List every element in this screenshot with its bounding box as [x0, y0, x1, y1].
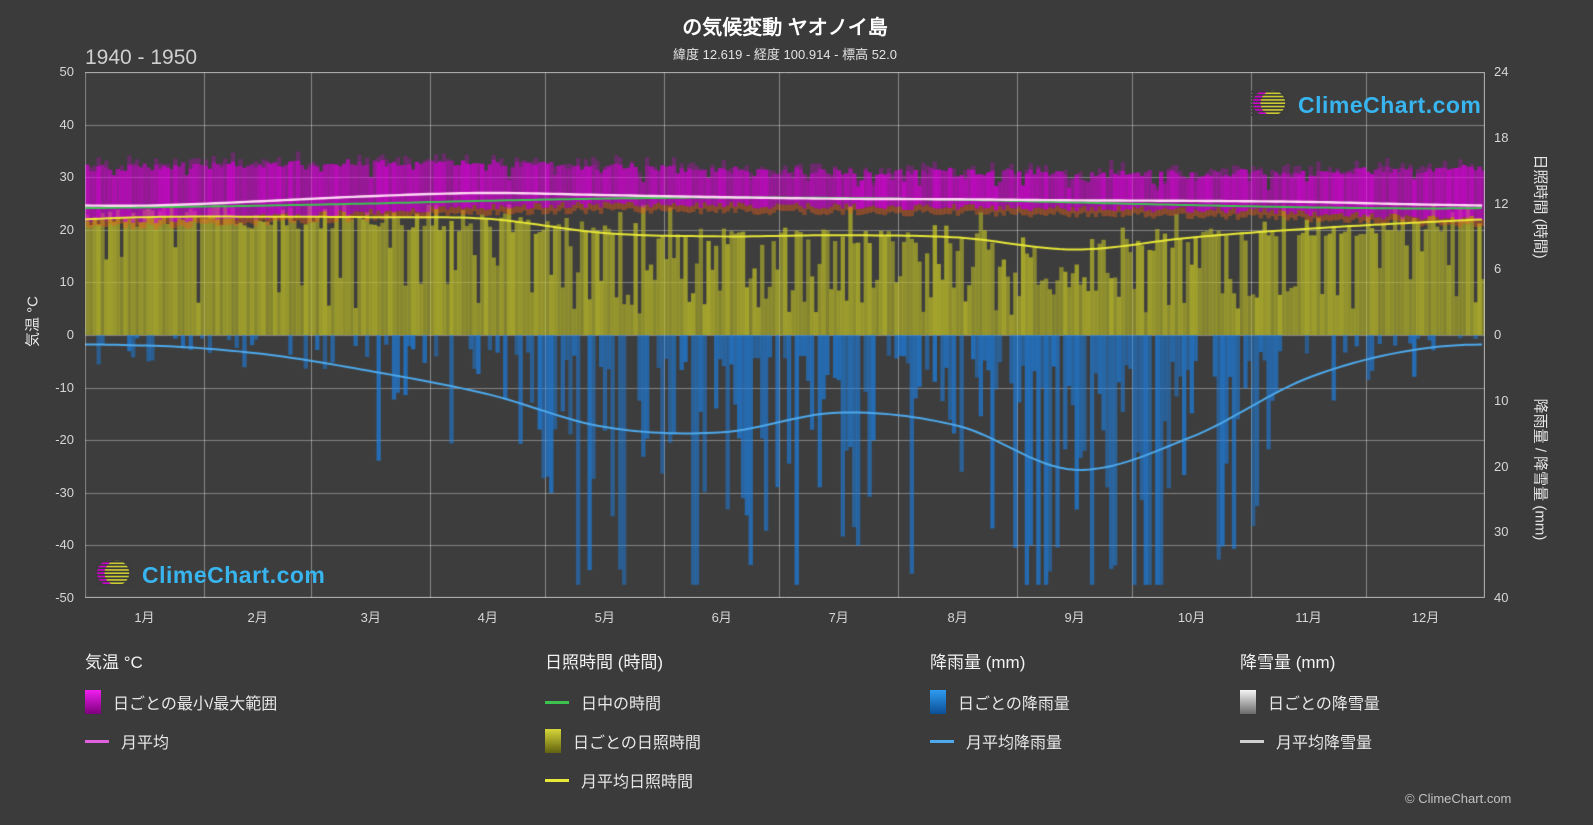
y-axis-sunshine-tick: 18: [1494, 129, 1509, 145]
temp-monthly-avg-swatch: [85, 739, 109, 743]
x-axis-month-label: 9月: [1064, 610, 1085, 625]
y-axis-temp-tick: -20: [55, 432, 74, 448]
y-axis-temp-tick: 20: [59, 221, 74, 237]
watermark-logo-bottom-left: ClimeChart.com: [95, 554, 325, 597]
x-axis-month-label: 3月: [360, 610, 381, 625]
snow-monthly-avg-swatch: [1240, 739, 1264, 743]
legend-group-rain: 降雨量 (mm) 日ごとの降雨量 月平均降雨量: [930, 648, 1070, 768]
y-axis-title-precipitation: 降雨量 / 降雪量 (mm): [1531, 398, 1549, 541]
y-axis-temp-tick: 30: [59, 169, 74, 185]
x-axis-month-label: 8月: [947, 610, 968, 625]
y-axis-temp-tick: 10: [59, 274, 74, 290]
y-axis-sunshine-tick: 6: [1494, 261, 1502, 277]
logo-text: ClimeChart.com: [1298, 92, 1482, 118]
legend-item: 日ごとの降雨量: [930, 690, 1070, 714]
daylight-line-swatch: [545, 700, 569, 704]
period-label: 1940 - 1950: [85, 46, 198, 69]
legend-item-label: 日ごとの降雨量: [958, 696, 1070, 713]
climechart-logo-icon: [95, 554, 133, 597]
legend-item: 日中の時間: [545, 690, 701, 714]
legend-group-sunshine: 日照時間 (時間) 日中の時間 日ごとの日照時間 月平均日照時間: [545, 648, 701, 807]
y-axis-title-temperature: 気温 °C: [24, 296, 42, 347]
x-axis-month-label: 11月: [1295, 610, 1322, 625]
legend-group-snow: 降雪量 (mm) 日ごとの降雪量 月平均降雪量: [1240, 648, 1380, 768]
legend-item: 月平均降雪量: [1240, 729, 1380, 753]
x-axis-month-label: 12月: [1411, 610, 1440, 625]
x-axis-month-label: 2月: [247, 610, 268, 625]
x-axis-month-label: 5月: [594, 610, 615, 625]
legend-item-label: 日ごとの降雪量: [1268, 696, 1380, 713]
legend-item-label: 月平均: [121, 735, 170, 752]
legend-item: 日ごとの降雪量: [1240, 690, 1380, 714]
legend-group-title: 降雨量 (mm): [930, 653, 1026, 672]
y-axis-title-sunshine: 日照時間 (時間): [1531, 154, 1549, 259]
legend-group-temperature: 気温 °C 日ごとの最小/最大範囲 月平均: [85, 648, 277, 768]
legend-item: 日ごとの日照時間: [545, 729, 701, 753]
logo-text: ClimeChart.com: [142, 562, 326, 588]
legend-item: 月平均降雨量: [930, 729, 1070, 753]
legend-item: 月平均日照時間: [545, 768, 701, 792]
legend-item-label: 月平均降雨量: [966, 735, 1063, 752]
chart-subtitle: 緯度 12.619 - 経度 100.914 - 標高 52.0: [673, 47, 897, 62]
rain-daily-swatch: [930, 690, 946, 714]
y-axis-precip-tick: 10: [1494, 392, 1509, 408]
legend-item-label: 日中の時間: [581, 696, 662, 713]
sunshine-monthly-avg-swatch: [545, 778, 569, 782]
y-axis-precip-tick: 30: [1494, 524, 1509, 540]
chart-title: の気候変動 ヤオノイ島: [682, 17, 888, 39]
legend: 気温 °C 日ごとの最小/最大範囲 月平均 日照時間 (時間) 日中の時間 日ご…: [0, 648, 1593, 825]
y-axis-sunshine-tick: 0: [1494, 327, 1502, 342]
watermark-logo-top-right: ClimeChart.com: [1251, 84, 1481, 127]
climate-chart-canvas: [85, 72, 1485, 598]
y-axis-temp-tick: -40: [55, 537, 74, 553]
y-axis-precip-tick: 20: [1494, 458, 1509, 474]
y-axis-sunshine-tick: 12: [1494, 195, 1509, 211]
temp-daily-range-swatch: [85, 690, 101, 714]
legend-group-title: 日照時間 (時間): [545, 653, 664, 672]
x-axis-month-label: 1月: [134, 610, 155, 625]
y-axis-sunshine-tick: 24: [1494, 64, 1509, 79]
rain-monthly-avg-swatch: [930, 739, 954, 743]
x-axis-month-label: 7月: [828, 610, 849, 625]
legend-group-title: 気温 °C: [85, 653, 143, 672]
y-axis-temp-tick: 50: [59, 64, 74, 79]
legend-item-label: 月平均日照時間: [581, 774, 694, 791]
copyright: © ClimeChart.com: [1405, 791, 1512, 806]
snow-daily-swatch: [1240, 690, 1256, 714]
y-axis-temp-tick: -50: [55, 590, 74, 605]
climechart-logo-icon: [1251, 84, 1289, 127]
y-axis-temp-tick: -10: [55, 379, 74, 395]
legend-item-label: 月平均降雪量: [1276, 735, 1373, 752]
x-axis-month-label: 10月: [1177, 610, 1206, 625]
legend-item-label: 日ごとの日照時間: [573, 735, 701, 752]
sunshine-daily-swatch: [545, 729, 561, 753]
y-axis-temp-tick: 0: [66, 327, 74, 342]
y-axis-temp-tick: -30: [55, 484, 74, 500]
y-axis-temp-tick: 40: [59, 116, 74, 132]
legend-item-label: 日ごとの最小/最大範囲: [113, 696, 278, 713]
y-axis-precip-tick: 40: [1494, 590, 1509, 605]
x-axis-month-label: 6月: [711, 610, 732, 625]
x-axis-month-label: 4月: [477, 610, 498, 625]
legend-group-title: 降雪量 (mm): [1240, 653, 1336, 672]
legend-item: 月平均: [85, 729, 277, 753]
legend-item: 日ごとの最小/最大範囲: [85, 690, 277, 714]
